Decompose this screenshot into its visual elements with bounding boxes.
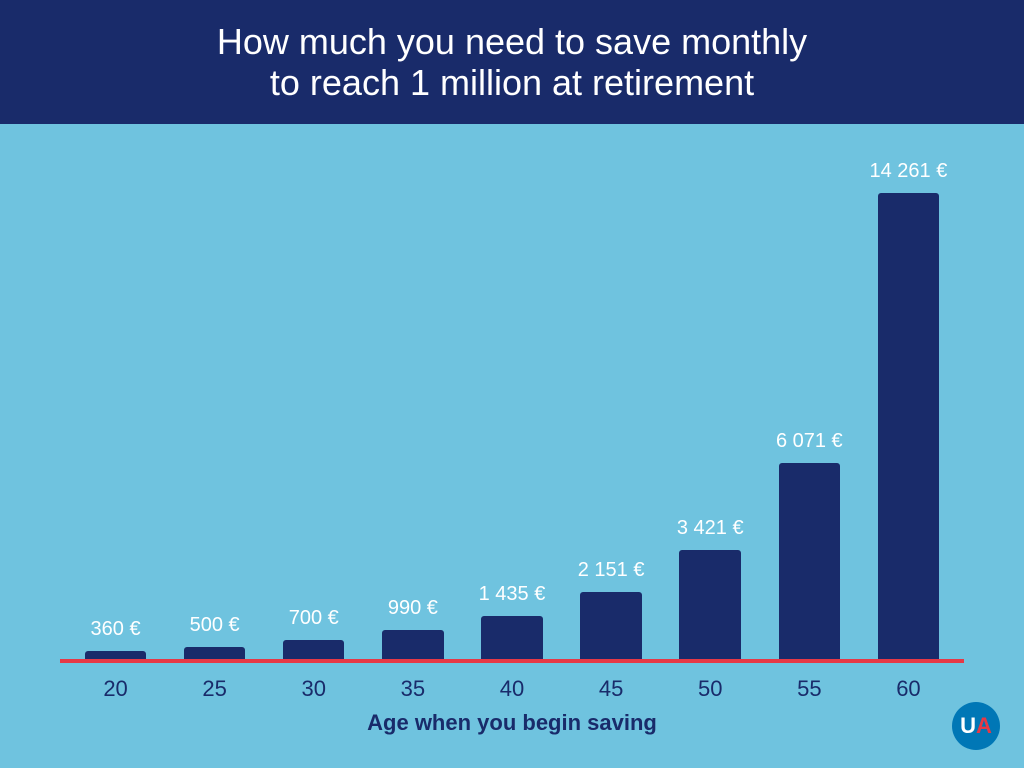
x-axis-label: 30: [264, 676, 363, 702]
x-axis-baseline: [60, 659, 964, 663]
title-text: How much you need to save monthly to rea…: [217, 21, 807, 104]
bar: [481, 616, 542, 663]
bars-container: 360 € 500 € 700 € 990 € 1 435 € 2 151 € 3 421 …: [60, 155, 964, 663]
bar-slot: 500 €: [165, 155, 264, 663]
bar-value-label: 500 €: [190, 614, 240, 637]
x-axis-title: Age when you begin saving: [0, 710, 1024, 736]
bar-slot: 360 €: [66, 155, 165, 663]
title-line-1: How much you need to save monthly: [217, 21, 807, 62]
x-axis-label: 25: [165, 676, 264, 702]
bar-slot: 700 €: [264, 155, 363, 663]
bar-value-label: 6 071 €: [776, 430, 843, 453]
infographic-canvas: How much you need to save monthly to rea…: [0, 0, 1024, 768]
bar: [779, 463, 840, 663]
chart-area: 360 € 500 € 700 € 990 € 1 435 € 2 151 € 3 421 …: [60, 155, 964, 663]
brand-logo: UA: [952, 702, 1000, 750]
bar-slot: 14 261 €: [859, 155, 958, 663]
title-line-2: to reach 1 million at retirement: [270, 62, 754, 103]
bar-slot: 2 151 €: [562, 155, 661, 663]
bar-value-label: 1 435 €: [479, 583, 546, 606]
bar-slot: 990 €: [363, 155, 462, 663]
logo-letter-a: A: [976, 713, 992, 739]
x-axis-label: 40: [462, 676, 561, 702]
bar-value-label: 990 €: [388, 597, 438, 620]
bar: [878, 193, 939, 663]
x-axis-label: 20: [66, 676, 165, 702]
x-axis-labels: 202530354045505560: [60, 676, 964, 702]
bar-slot: 1 435 €: [462, 155, 561, 663]
x-axis-label: 35: [363, 676, 462, 702]
bar-value-label: 2 151 €: [578, 559, 645, 582]
bar-value-label: 360 €: [91, 618, 141, 641]
bar-value-label: 14 261 €: [870, 160, 948, 183]
x-axis-label: 50: [661, 676, 760, 702]
bar-slot: 3 421 €: [661, 155, 760, 663]
bar: [580, 592, 641, 663]
bar: [679, 550, 740, 663]
x-axis-label: 55: [760, 676, 859, 702]
title-banner: How much you need to save monthly to rea…: [0, 0, 1024, 124]
bar-value-label: 700 €: [289, 607, 339, 630]
bar-slot: 6 071 €: [760, 155, 859, 663]
x-axis-label: 60: [859, 676, 958, 702]
x-axis-label: 45: [562, 676, 661, 702]
logo-letter-u: U: [960, 713, 976, 739]
bar-value-label: 3 421 €: [677, 517, 744, 540]
